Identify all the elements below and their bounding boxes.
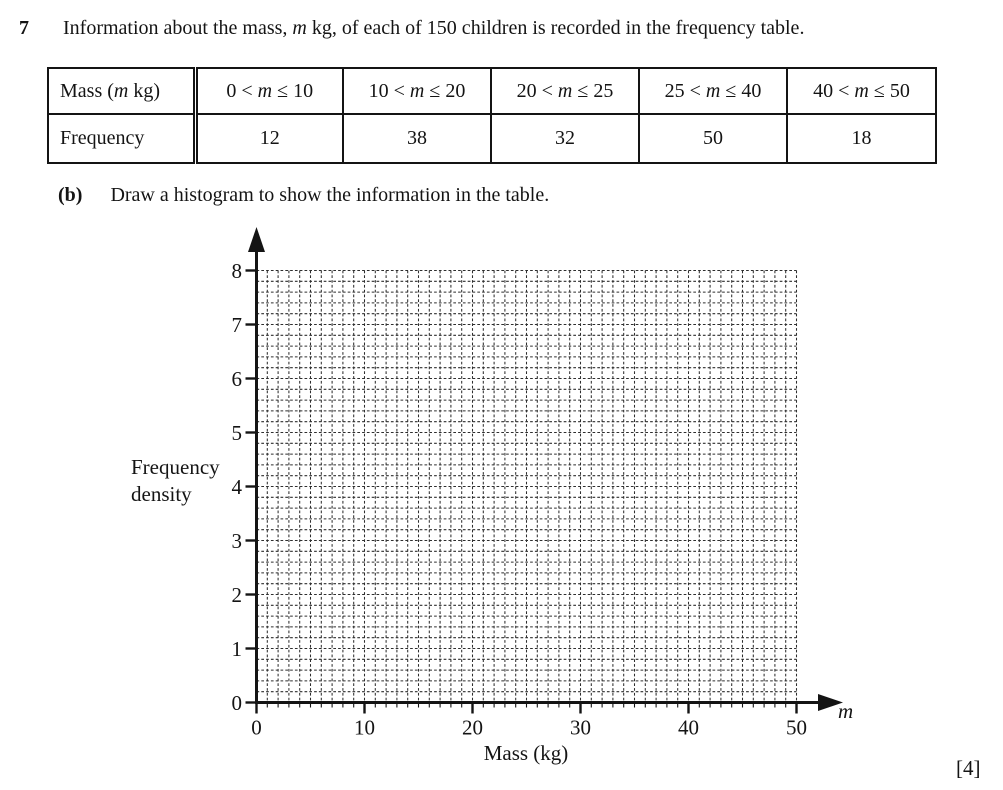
- y-tick-label: 2: [232, 583, 243, 607]
- question-number: 7: [19, 17, 29, 39]
- y-axis-ticks: [245, 269, 257, 704]
- part-b-instruction: Draw a histogram to show the information…: [110, 184, 550, 206]
- y-tick-label: 5: [232, 421, 243, 445]
- y-tick-label: 0: [232, 691, 243, 715]
- y-tick-label: 1: [232, 637, 243, 661]
- x-axis-variable-label: m: [838, 699, 853, 723]
- x-axis-ticks: [255, 702, 798, 714]
- x-tick-label: 40: [678, 716, 699, 740]
- row-header-mass: Mass (m kg): [47, 67, 196, 115]
- part-b-label: (b): [58, 184, 83, 206]
- y-tick-label: 7: [232, 313, 243, 337]
- frequency-cell: 50: [638, 113, 788, 164]
- histogram-answer-grid[interactable]: [257, 271, 797, 703]
- x-tick-label: 10: [354, 716, 375, 740]
- y-tick-label: 3: [232, 529, 243, 553]
- y-tick-label: 8: [232, 259, 243, 283]
- frequency-cell: 38: [342, 113, 492, 164]
- x-tick-label: 30: [570, 716, 591, 740]
- question-line: 7 Information about the mass, m kg, of e…: [19, 17, 804, 40]
- interval-cell: 40 < m ≤ 50: [786, 67, 937, 115]
- row-header-frequency: Frequency: [47, 113, 196, 164]
- frequency-cell: 32: [490, 113, 640, 164]
- x-tick-label: 20: [462, 716, 483, 740]
- y-axis-title: Frequency density: [131, 455, 220, 506]
- y-axis-title-line: Frequency: [131, 455, 220, 479]
- y-axis-title-line: density: [131, 482, 192, 506]
- marks-badge: [4]: [956, 756, 981, 780]
- grid-lines: [255, 269, 798, 704]
- frequency-cell: 18: [786, 113, 937, 164]
- x-axis-title: Mass (kg): [484, 741, 569, 765]
- interval-cell: 25 < m ≤ 40: [638, 67, 788, 115]
- interval-cell: 0 < m ≤ 10: [192, 67, 344, 115]
- y-tick-label: 4: [232, 475, 243, 499]
- part-b-line: (b) Draw a histogram to show the informa…: [58, 184, 549, 207]
- y-axis-arrow-icon: [248, 227, 265, 252]
- y-axis-tick-labels: 0 1 2 3 4 5 6 7 8: [232, 259, 243, 715]
- interval-cell: 20 < m ≤ 25: [490, 67, 640, 115]
- frequency-table: Mass (m kg) 0 < m ≤ 10 10 < m ≤ 20 20 < …: [47, 67, 937, 164]
- x-axis-arrow-icon: [818, 694, 843, 711]
- x-tick-label: 0: [251, 716, 262, 740]
- interval-cell: 10 < m ≤ 20: [342, 67, 492, 115]
- x-tick-label: 50: [786, 716, 807, 740]
- y-tick-label: 6: [232, 367, 243, 391]
- frequency-cell: 12: [192, 113, 344, 164]
- question-text: Information about the mass, m kg, of eac…: [63, 17, 805, 39]
- x-axis-tick-labels: 0 10 20 30 40 50: [251, 716, 807, 740]
- table-row-mass: Mass (m kg) 0 < m ≤ 10 10 < m ≤ 20 20 < …: [47, 67, 937, 115]
- table-row-frequency: Frequency 12 38 32 50 18: [47, 113, 937, 164]
